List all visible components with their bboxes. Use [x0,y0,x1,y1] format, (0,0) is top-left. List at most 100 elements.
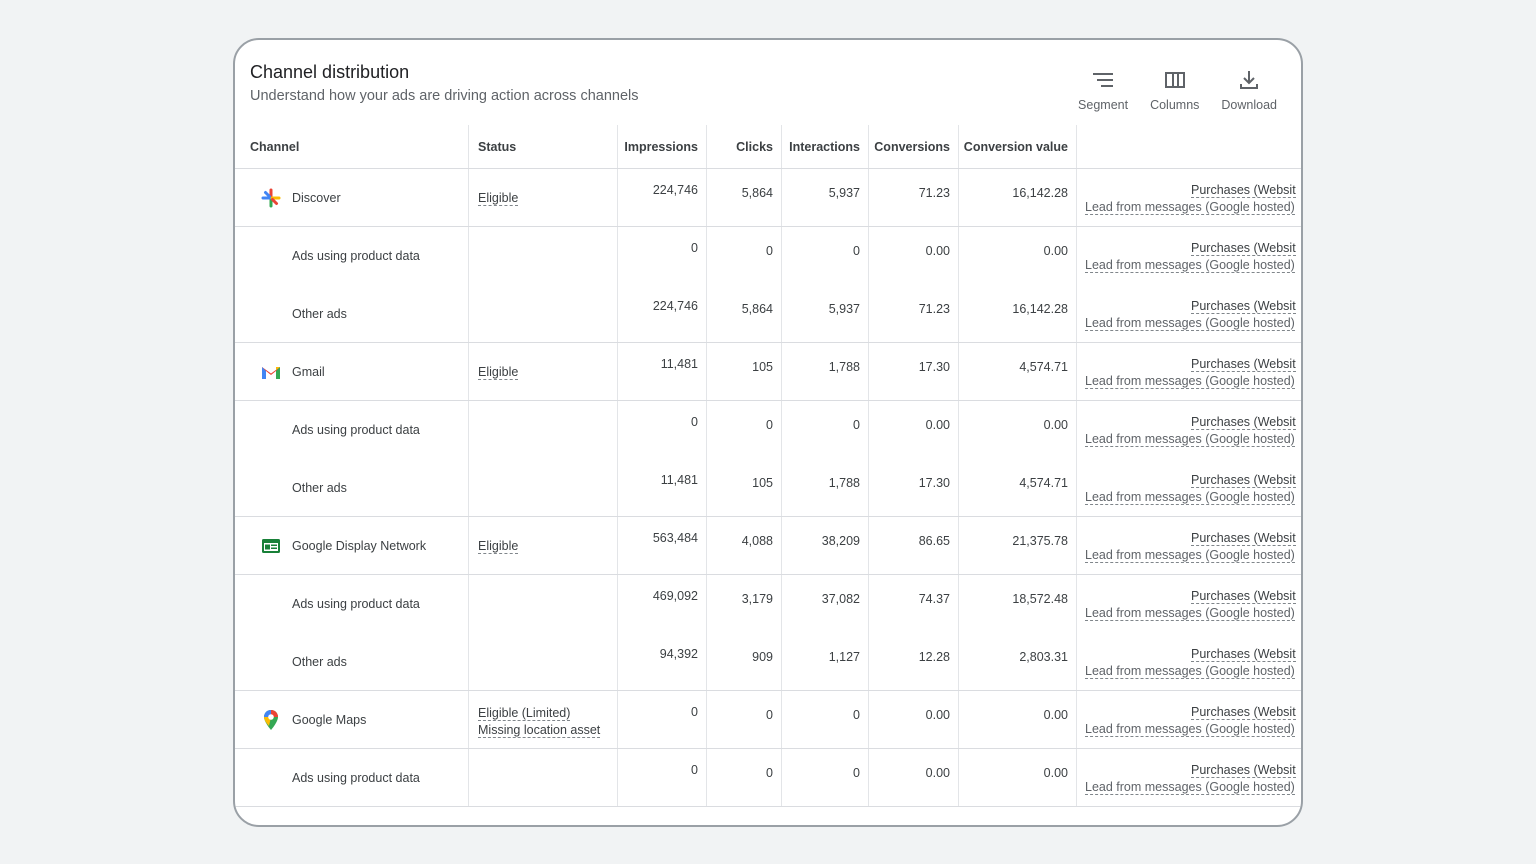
status-cell: Eligible (Limited) Missing location asset [469,691,618,748]
channel-cell: Google Display Network [235,517,469,574]
clicks-value: 3,179 [707,575,782,633]
conversions-value: 17.30 [869,343,959,400]
purchases-action-link[interactable]: Purchases (Websit [1191,299,1296,314]
col-conversion-actions [1077,125,1301,168]
purchases-action-link[interactable]: Purchases (Websit [1191,241,1296,256]
conversion-value: 0.00 [959,749,1077,806]
conversion-actions-cell: Purchases (Websit Lead from messages (Goo… [1077,691,1301,748]
clicks-value: 0 [707,749,782,806]
conversions-value: 12.28 [869,633,959,690]
conversion-value: 2,803.31 [959,633,1077,690]
channel-cell: Ads using product data [235,227,469,285]
purchases-action-link[interactable]: Purchases (Websit [1191,415,1296,430]
impressions-value: 0 [618,227,707,285]
status-text[interactable]: Eligible [478,191,519,206]
conversion-value: 0.00 [959,401,1077,459]
channel-name[interactable]: Google Display Network [292,538,427,553]
channel-subtype: Ads using product data [292,249,420,263]
channel-cell: Ads using product data [235,749,469,806]
lead-action-link[interactable]: Lead from messages (Google hosted) [1085,780,1295,795]
lead-action-link[interactable]: Lead from messages (Google hosted) [1085,374,1295,389]
purchases-action-link[interactable]: Purchases (Websit [1191,473,1296,488]
card-title: Channel distribution [250,62,410,82]
clicks-value: 5,864 [707,169,782,226]
clicks-value: 5,864 [707,285,782,342]
lead-action-link[interactable]: Lead from messages (Google hosted) [1085,722,1295,737]
conversion-value: 21,375.78 [959,517,1077,574]
channel-cell: Ads using product data [235,575,469,633]
status-text[interactable]: Eligible [478,365,519,380]
channel-name[interactable]: Google Maps [292,712,367,727]
lead-action-link[interactable]: Lead from messages (Google hosted) [1085,548,1295,563]
col-interactions[interactable]: Interactions [782,125,869,168]
impressions-value: 224,746 [618,169,707,226]
columns-button[interactable]: Columns [1150,68,1199,112]
conversions-value: 0.00 [869,401,959,459]
lead-action-link[interactable]: Lead from messages (Google hosted) [1085,316,1295,331]
download-label: Download [1221,98,1277,112]
lead-action-link[interactable]: Lead from messages (Google hosted) [1085,200,1295,215]
segment-icon [1090,68,1116,92]
status-text[interactable]: Eligible (Limited) [478,706,571,721]
display-network-icon [260,535,282,557]
download-button[interactable]: Download [1221,68,1277,112]
purchases-action-link[interactable]: Purchases (Websit [1191,589,1296,604]
interactions-value: 1,788 [782,343,869,400]
purchases-action-link[interactable]: Purchases (Websit [1191,647,1296,662]
table-row: Gmail Eligible 11,481 105 1,788 17.30 4,574.71… [235,343,1301,401]
channel-name[interactable]: Gmail [292,364,325,379]
channel-cell: Discover [235,169,469,226]
conversion-actions-cell: Purchases (Websit Lead from messages (Goo… [1077,227,1301,285]
status-cell: Eligible [469,169,618,226]
conversion-actions-cell: Purchases (Websit Lead from messages (Goo… [1077,169,1301,226]
clicks-value: 105 [707,459,782,516]
col-conversion-value[interactable]: Conversion value [959,125,1077,168]
clicks-value: 0 [707,401,782,459]
purchases-action-link[interactable]: Purchases (Websit [1191,183,1296,198]
col-conversions[interactable]: Conversions [869,125,959,168]
status-text[interactable]: Eligible [478,539,519,554]
purchases-action-link[interactable]: Purchases (Websit [1191,531,1296,546]
impressions-value: 469,092 [618,575,707,633]
columns-label: Columns [1150,98,1200,112]
col-channel[interactable]: Channel [235,125,469,168]
status-detail[interactable]: Missing location asset [478,723,601,738]
channel-cell: Ads using product data [235,401,469,459]
conversions-value: 74.37 [869,575,959,633]
purchases-action-link[interactable]: Purchases (Websit [1191,357,1296,372]
conversion-actions-cell: Purchases (Websit Lead from messages (Goo… [1077,343,1301,400]
status-cell [469,401,618,459]
conversion-value: 4,574.71 [959,343,1077,400]
segment-button[interactable]: Segment [1078,68,1128,112]
conversion-value: 16,142.28 [959,285,1077,342]
segment-label: Segment [1078,98,1129,112]
lead-action-link[interactable]: Lead from messages (Google hosted) [1085,490,1295,505]
impressions-value: 224,746 [618,285,707,342]
channel-cell: Other ads [235,633,469,690]
col-status[interactable]: Status [469,125,618,168]
channel-subtype: Other ads [292,306,347,321]
table-body: Discover Eligible 224,746 5,864 5,937 71.23 16… [235,169,1301,807]
conversions-value: 71.23 [869,285,959,342]
impressions-value: 563,484 [618,517,707,574]
conversion-value: 0.00 [959,691,1077,748]
status-cell: Eligible [469,517,618,574]
interactions-value: 1,127 [782,633,869,690]
lead-action-link[interactable]: Lead from messages (Google hosted) [1085,258,1295,273]
purchases-action-link[interactable]: Purchases (Websit [1191,763,1296,778]
lead-action-link[interactable]: Lead from messages (Google hosted) [1085,432,1295,447]
channel-subtype: Other ads [292,480,347,495]
lead-action-link[interactable]: Lead from messages (Google hosted) [1085,606,1295,621]
col-impressions[interactable]: Impressions [618,125,707,168]
lead-action-link[interactable]: Lead from messages (Google hosted) [1085,664,1295,679]
table-row: Google Maps Eligible (Limited) Missing loc… [235,691,1301,749]
channel-subtype: Other ads [292,654,347,669]
purchases-action-link[interactable]: Purchases (Websit [1191,705,1296,720]
channel-distribution-card: Channel distribution Understand how your… [233,38,1303,827]
channel-name[interactable]: Discover [292,190,341,205]
col-clicks[interactable]: Clicks [707,125,782,168]
interactions-value: 1,788 [782,459,869,516]
maps-pin-icon [260,709,282,731]
interactions-value: 5,937 [782,169,869,226]
channel-subtype: Ads using product data [292,770,420,785]
